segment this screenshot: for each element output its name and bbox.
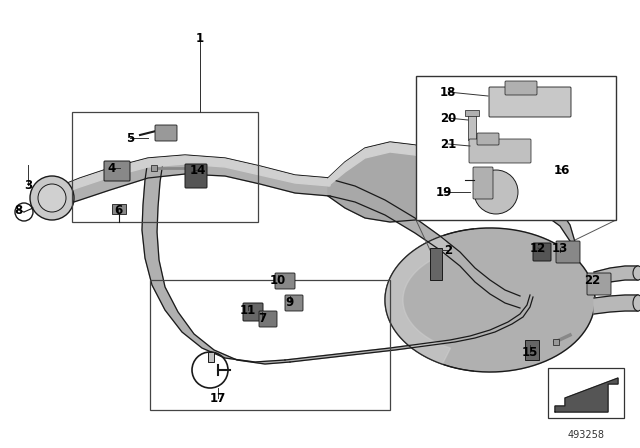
FancyBboxPatch shape (473, 167, 493, 199)
FancyBboxPatch shape (285, 295, 303, 311)
Ellipse shape (633, 266, 640, 280)
Text: 21: 21 (440, 138, 456, 151)
Polygon shape (455, 172, 575, 256)
Text: 22: 22 (584, 273, 600, 287)
Text: 1: 1 (196, 31, 204, 44)
Polygon shape (594, 295, 638, 314)
Polygon shape (55, 155, 330, 208)
FancyBboxPatch shape (489, 87, 571, 117)
Bar (150, 280, 390, 410)
Text: 3: 3 (24, 178, 32, 191)
Bar (548, 368, 624, 418)
FancyBboxPatch shape (259, 311, 277, 327)
Text: 12: 12 (530, 241, 546, 254)
Bar (72, 112, 258, 222)
Polygon shape (328, 143, 455, 186)
Ellipse shape (633, 295, 640, 311)
Circle shape (30, 176, 74, 220)
Text: 2: 2 (444, 244, 452, 257)
Bar (430, 248, 442, 280)
Text: 11: 11 (240, 303, 256, 316)
Text: 5: 5 (126, 132, 134, 145)
FancyBboxPatch shape (556, 241, 580, 263)
FancyBboxPatch shape (533, 243, 551, 261)
Bar (151, 165, 157, 171)
Polygon shape (55, 156, 330, 196)
Polygon shape (594, 266, 638, 286)
FancyBboxPatch shape (477, 133, 499, 145)
Text: 7: 7 (258, 311, 266, 324)
Text: 13: 13 (552, 241, 568, 254)
Bar (208, 352, 214, 362)
Bar (553, 339, 559, 345)
Text: 20: 20 (440, 112, 456, 125)
Text: 15: 15 (522, 345, 538, 358)
FancyBboxPatch shape (104, 161, 130, 181)
Text: 10: 10 (270, 273, 286, 287)
FancyBboxPatch shape (505, 81, 537, 95)
Text: 14: 14 (190, 164, 206, 177)
Bar (416, 76, 616, 220)
Text: 6: 6 (114, 203, 122, 216)
Text: 19: 19 (436, 185, 452, 198)
Polygon shape (385, 228, 595, 372)
FancyBboxPatch shape (155, 125, 177, 141)
Polygon shape (328, 142, 455, 222)
Text: 17: 17 (210, 392, 226, 405)
Polygon shape (142, 159, 290, 364)
Bar (112, 204, 126, 214)
Text: 493258: 493258 (568, 430, 605, 440)
Polygon shape (385, 236, 451, 364)
Text: 9: 9 (286, 296, 294, 309)
Text: 8: 8 (14, 203, 22, 216)
Polygon shape (285, 295, 533, 362)
FancyBboxPatch shape (275, 273, 295, 289)
FancyBboxPatch shape (469, 139, 531, 163)
Bar (525, 340, 539, 360)
Circle shape (474, 170, 518, 214)
Text: 4: 4 (108, 161, 116, 175)
Polygon shape (555, 378, 618, 412)
Circle shape (38, 184, 66, 212)
FancyBboxPatch shape (587, 273, 611, 295)
FancyBboxPatch shape (185, 164, 207, 188)
Bar (468, 112, 476, 140)
Text: 18: 18 (440, 86, 456, 99)
FancyBboxPatch shape (243, 303, 263, 321)
Text: 16: 16 (554, 164, 570, 177)
Bar (465, 110, 479, 116)
Polygon shape (330, 179, 520, 308)
